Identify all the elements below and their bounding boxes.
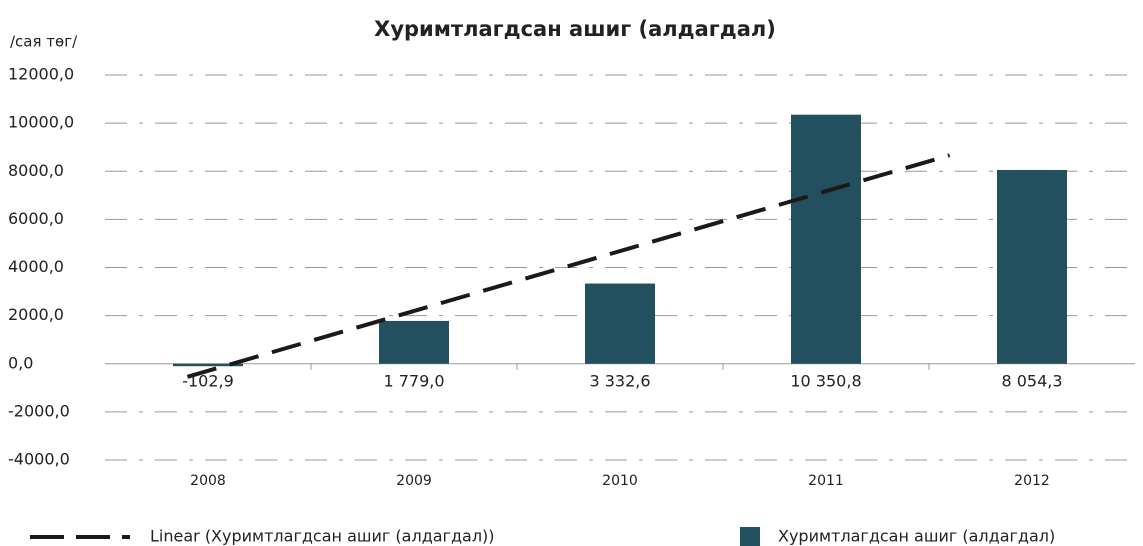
y-tick-label: 8000,0 (8, 161, 64, 180)
bar (585, 283, 655, 364)
bar (997, 169, 1067, 364)
trendline (186, 153, 951, 379)
y-tick-label: -2000,0 (8, 401, 70, 420)
value-label: 10 350,8 (790, 372, 861, 391)
value-label: 1 779,0 (383, 372, 444, 391)
legend-label: Хуримтлагдсан ашиг (алдагдал) (778, 527, 1055, 546)
y-tick-label: 4000,0 (8, 257, 64, 276)
legend-bar-swatch (740, 527, 760, 546)
value-label: 3 332,6 (589, 372, 650, 391)
y-tick-label: 6000,0 (8, 209, 64, 228)
x-tick-label: 2010 (602, 473, 638, 489)
y-tick-label: 0,0 (8, 353, 33, 372)
legend-label: Linear (Хуримтлагдсан ашиг (алдагдал)) (150, 527, 495, 546)
y-tick-label: 12000,0 (8, 65, 74, 84)
y-tick-label: 2000,0 (8, 305, 64, 324)
value-label: 8 054,3 (1001, 372, 1062, 391)
bar (173, 363, 243, 367)
y-axis-label: /сая төг/ (10, 33, 78, 51)
bar (379, 320, 449, 364)
x-tick-label: 2008 (190, 473, 226, 489)
bar (791, 114, 861, 364)
x-tick-label: 2011 (808, 473, 844, 489)
y-tick-label: -4000,0 (8, 450, 70, 469)
x-tick-label: 2012 (1014, 473, 1050, 489)
x-tick-label: 2009 (396, 473, 432, 489)
chart-title: Хуримтлагдсан ашиг (алдагдал) (374, 17, 776, 41)
y-tick-label: 10000,0 (8, 113, 74, 132)
